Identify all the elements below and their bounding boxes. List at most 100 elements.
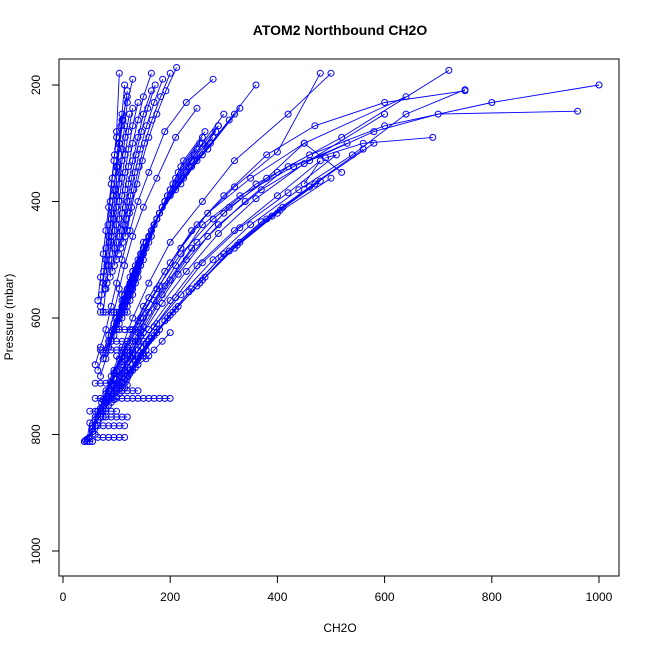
data-point	[130, 186, 138, 194]
series-55	[97, 346, 137, 354]
x-tick-label: 800	[482, 590, 502, 604]
data-point	[332, 151, 340, 159]
series-line	[121, 332, 171, 377]
data-point	[102, 379, 110, 387]
data-point	[123, 308, 131, 316]
series-line	[110, 89, 466, 403]
data-point	[99, 250, 107, 258]
series-line	[102, 113, 385, 412]
data-point	[94, 433, 102, 441]
data-point	[110, 326, 118, 334]
data-point	[115, 250, 123, 258]
series-57	[94, 433, 129, 441]
data-point	[126, 366, 134, 374]
data-point	[134, 337, 142, 345]
data-point	[126, 297, 134, 304]
data-point	[118, 387, 126, 395]
data-point	[108, 267, 116, 275]
data-point	[126, 326, 134, 334]
data-point	[98, 291, 106, 299]
data-point	[121, 168, 129, 176]
data-point	[174, 302, 182, 310]
data-point	[204, 209, 212, 217]
data-point	[123, 352, 131, 360]
data-point	[118, 413, 126, 421]
data-point	[300, 139, 308, 147]
data-point	[327, 174, 335, 182]
data-point	[145, 279, 153, 287]
data-point	[134, 394, 142, 402]
data-point	[80, 438, 88, 445]
data-point	[247, 174, 255, 182]
data-point	[102, 387, 110, 395]
data-point	[102, 394, 110, 402]
data-point	[174, 168, 182, 176]
data-point	[117, 244, 125, 252]
data-point	[166, 329, 174, 337]
data-point	[89, 438, 96, 445]
series-22	[94, 104, 201, 374]
series-61	[107, 337, 147, 345]
data-point	[209, 75, 217, 83]
chart-title: ATOM2 Northbound CH2O	[253, 22, 428, 38]
data-point	[338, 168, 346, 176]
data-point	[105, 422, 113, 430]
x-tick-label: 600	[375, 590, 395, 604]
series-line	[105, 160, 321, 409]
data-point	[134, 198, 142, 205]
data-point	[94, 297, 102, 304]
data-point	[117, 122, 125, 130]
data-point	[143, 122, 151, 130]
data-point	[118, 379, 126, 387]
y-tick-label: 800	[29, 424, 43, 444]
data-point	[316, 157, 324, 165]
data-point	[316, 177, 324, 185]
series-line	[116, 73, 152, 260]
data-point	[381, 99, 389, 106]
data-point	[147, 87, 155, 95]
data-point	[105, 433, 113, 441]
data-point	[247, 221, 255, 229]
data-point	[316, 69, 324, 77]
data-point	[102, 308, 110, 316]
series-47	[117, 81, 159, 252]
data-point	[113, 308, 121, 316]
data-point	[461, 86, 469, 94]
data-point	[145, 394, 153, 402]
data-point	[198, 221, 206, 229]
data-point	[166, 186, 174, 194]
data-point	[182, 99, 190, 106]
data-point	[429, 133, 437, 141]
data-point	[236, 238, 244, 246]
x-axis-label: CH2O	[323, 621, 356, 635]
data-point	[116, 139, 124, 147]
data-point	[174, 270, 182, 278]
data-point	[97, 413, 104, 421]
data-point	[129, 157, 137, 165]
data-point	[118, 209, 126, 217]
data-point	[107, 394, 115, 402]
data-point	[118, 372, 126, 380]
data-point	[322, 154, 330, 162]
data-point	[134, 352, 142, 360]
data-point	[225, 203, 233, 211]
data-point	[115, 433, 123, 441]
series-15	[110, 145, 367, 404]
data-point	[135, 163, 143, 171]
data-point	[129, 75, 137, 83]
series-line	[118, 90, 152, 254]
series-64	[118, 329, 174, 380]
data-point	[97, 372, 104, 380]
data-point	[214, 230, 222, 237]
data-point	[209, 256, 217, 264]
data-point	[129, 314, 137, 322]
data-point	[182, 267, 190, 275]
data-point	[188, 244, 196, 252]
data-point	[180, 157, 188, 165]
data-point	[231, 227, 238, 235]
data-point	[115, 326, 123, 334]
series-54	[91, 379, 126, 387]
data-point	[137, 128, 145, 136]
data-point	[139, 93, 147, 101]
data-point	[284, 110, 292, 118]
